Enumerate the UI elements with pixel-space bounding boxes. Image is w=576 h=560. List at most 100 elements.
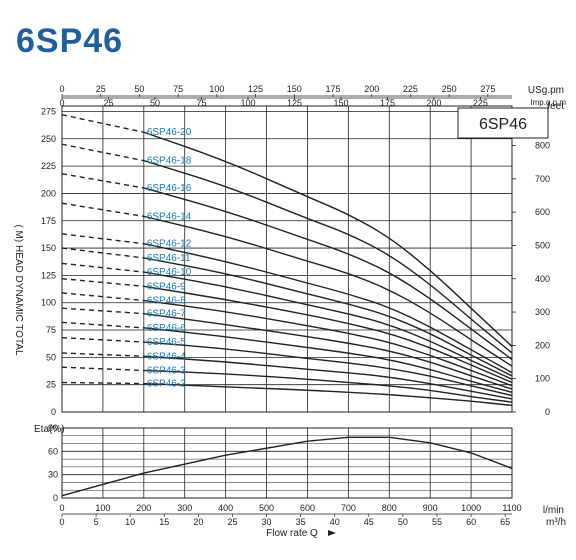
series-line: [143, 382, 513, 407]
usgpm-tick-label: 150: [287, 84, 302, 94]
m3h-tick-label: 25: [227, 517, 237, 527]
series-dashed-segment: [61, 381, 144, 385]
series-dashed-segment: [61, 247, 144, 259]
impgpm-tick-label: 25: [103, 98, 113, 108]
series-label: 6SP46-7: [147, 309, 186, 320]
usgpm-tick-label: 250: [442, 84, 457, 94]
eta-axis-label: Eta(%): [34, 424, 65, 435]
m3h-tick-label: 40: [330, 517, 340, 527]
m3h-unit: m³/h: [546, 517, 566, 528]
m3h-tick-label: 60: [466, 517, 476, 527]
series-dashed-segment: [61, 114, 144, 133]
head-plot-frame: [61, 105, 513, 413]
lmin-tick-label: 1100: [502, 503, 521, 513]
eta-plot-frame: [61, 427, 513, 499]
plot-frames: [61, 95, 513, 515]
series-line: [143, 369, 513, 403]
series-line: [143, 187, 513, 361]
y-tick-label: 250: [41, 134, 56, 144]
impgpm-tick-label: 175: [380, 98, 395, 108]
m3h-tick-label: 45: [364, 517, 374, 527]
y-tick-label: 125: [41, 270, 56, 280]
usgpm-tick-label: 125: [248, 84, 263, 94]
usgpm-tick-label: 0: [59, 84, 64, 94]
feet-tick-label: 600: [535, 207, 550, 217]
feet-tick-label: 100: [535, 374, 550, 384]
m3h-tick-label: 5: [94, 517, 99, 527]
y-tick-label: 200: [41, 188, 56, 198]
series-dashed-segment: [61, 321, 144, 329]
series-label: 6SP46-2: [147, 379, 186, 390]
y-tick-label: 150: [41, 243, 56, 253]
impgpm-tick-label: 0: [59, 98, 64, 108]
series-line: [143, 159, 513, 354]
series-label: 6SP46-14: [147, 211, 192, 222]
eta-tick-label: 60: [48, 446, 58, 456]
series-line: [143, 215, 513, 367]
feet-tick-label: 700: [535, 174, 550, 184]
impgpm-tick-label: 150: [333, 98, 348, 108]
series-dashed-segment: [61, 143, 144, 162]
lmin-tick-label: 600: [300, 503, 315, 513]
impgpm-tick-label: 200: [426, 98, 441, 108]
usgpm-tick-label: 175: [325, 84, 340, 94]
efficiency-line: [61, 436, 513, 497]
feet-tick-label: 800: [535, 141, 550, 151]
impgpm-tick-label: 225: [473, 98, 488, 108]
series-dashed-segment: [61, 352, 144, 357]
lmin-tick-label: 800: [382, 503, 397, 513]
series-label: 6SP46-10: [147, 267, 192, 278]
eta-tick-label: 30: [48, 470, 58, 480]
series-dashed-segment: [61, 277, 144, 288]
x-axis-label: Flow rate Q: [266, 528, 318, 539]
series-dashed-segment: [61, 307, 144, 315]
series-label: 6SP46-12: [147, 239, 192, 250]
lmin-tick-label: 400: [218, 503, 233, 513]
series-line: [143, 257, 513, 377]
series-dashed-segment: [61, 202, 144, 218]
eta-tick-label: 90: [48, 423, 58, 433]
lmin-tick-label: 500: [259, 503, 274, 513]
series-label: 6SP46-11: [147, 253, 191, 264]
impgpm-tick-label: 50: [150, 98, 160, 108]
m3h-tick-label: 20: [193, 517, 203, 527]
usgpm-tick-label: 75: [173, 84, 183, 94]
m3h-tick-label: 0: [59, 517, 64, 527]
series-line: [143, 299, 513, 387]
m3h-tick-label: 15: [159, 517, 169, 527]
model-box: 6SP46: [457, 107, 549, 139]
m3h-tick-label: 35: [296, 517, 306, 527]
lmin-tick-label: 900: [423, 503, 438, 513]
y-tick-label: 25: [46, 380, 56, 390]
usgpm-tick-label: 275: [480, 84, 495, 94]
tick-labels: 0255075100125150175200225250275010020030…: [41, 84, 550, 527]
series-label: 6SP46-20: [147, 127, 192, 138]
series-dashed-segment: [61, 173, 144, 189]
m3h-tick-label: 65: [500, 517, 510, 527]
grid-lines: [61, 94, 516, 517]
series-dashed-segment: [61, 233, 144, 245]
m3h-tick-label: 55: [432, 517, 442, 527]
lmin-tick-label: 1000: [461, 503, 481, 513]
series-dashed-segment: [61, 366, 144, 372]
series-dashed-segment: [61, 262, 144, 273]
impgpm-tick-label: 75: [196, 98, 206, 108]
lmin-tick-label: 700: [341, 503, 356, 513]
y-tick-label: 100: [41, 298, 56, 308]
impgpm-unit: Imp.g.p.m: [530, 98, 566, 107]
y-tick-label: 175: [41, 216, 56, 226]
y-tick-label: 75: [46, 325, 56, 335]
flow-arrow-icon: [328, 530, 336, 536]
usgpm-tick-label: 225: [403, 84, 418, 94]
series-label: 6SP46-4: [147, 351, 186, 362]
series-line: [143, 243, 513, 374]
series-label: 6SP46-18: [147, 156, 192, 167]
series-line: [143, 327, 513, 394]
right-axis-unit: feet: [547, 101, 564, 112]
series-label: 6SP46-6: [147, 323, 186, 334]
lmin-unit: l/min: [543, 505, 564, 516]
series-line: [143, 355, 513, 400]
y-tick-label: 275: [41, 106, 56, 116]
curve-labels: 6SP46-20 6SP46-18 6SP46-16 6SP46-14 6SP46-12…: [147, 127, 192, 389]
